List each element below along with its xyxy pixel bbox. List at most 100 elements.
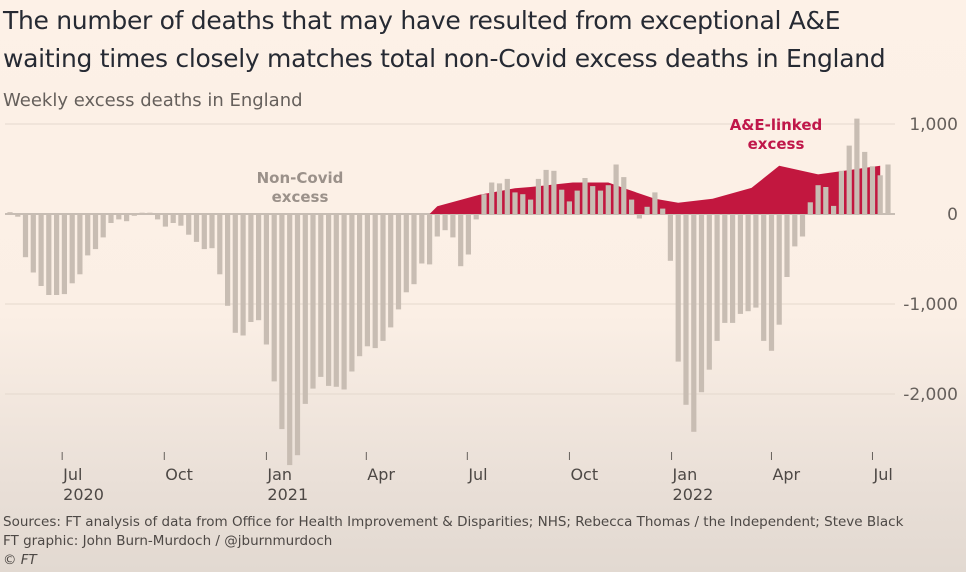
bar	[364, 214, 370, 347]
bar	[193, 214, 200, 242]
bar	[745, 214, 751, 312]
bar	[885, 164, 891, 214]
bar	[256, 214, 262, 321]
bar	[427, 214, 433, 265]
bar	[46, 214, 52, 295]
bar	[629, 199, 635, 214]
bar	[730, 214, 736, 323]
bar	[621, 177, 627, 214]
bar	[186, 214, 192, 235]
y-tick-label: 0	[947, 205, 958, 225]
x-tick-label: Jul	[62, 465, 82, 484]
bar	[520, 194, 526, 214]
bar	[691, 214, 697, 432]
bar	[815, 185, 821, 214]
bar	[504, 178, 510, 214]
bar	[838, 170, 844, 214]
bar	[528, 199, 534, 214]
bar	[551, 170, 557, 214]
bar	[605, 185, 611, 214]
y-tick-label: 1,000	[909, 115, 958, 135]
x-tick-year: 2021	[267, 485, 308, 504]
bar	[559, 189, 565, 214]
bar	[326, 214, 332, 386]
bar	[660, 208, 666, 214]
bar	[372, 214, 378, 349]
x-tick-label: Apr	[772, 465, 800, 484]
bar	[147, 212, 153, 214]
bar	[302, 214, 308, 404]
bar	[38, 214, 44, 286]
bar	[349, 214, 355, 372]
bar	[108, 214, 114, 223]
bar	[481, 194, 487, 214]
x-tick-label: Oct	[165, 465, 193, 484]
bar	[465, 214, 471, 255]
bar	[209, 214, 215, 249]
bar	[714, 214, 720, 341]
bar	[92, 214, 99, 250]
bar	[294, 214, 301, 456]
bar	[287, 214, 293, 466]
bar	[85, 214, 91, 256]
bar	[582, 178, 588, 214]
bar	[489, 182, 495, 214]
bar	[61, 214, 67, 295]
bar	[862, 151, 868, 214]
bar	[776, 214, 782, 325]
bar	[667, 214, 673, 261]
bar	[613, 164, 619, 214]
bar	[54, 214, 60, 295]
bar	[831, 205, 837, 214]
bar	[543, 169, 549, 214]
bar	[411, 214, 417, 285]
bar	[263, 214, 269, 345]
bar	[357, 214, 363, 357]
bar	[722, 214, 728, 323]
bar	[318, 214, 324, 377]
bar	[395, 214, 402, 310]
bar	[248, 214, 254, 322]
bar	[854, 118, 860, 214]
bar	[100, 214, 106, 238]
bar	[434, 214, 440, 237]
x-tick-label: Jul	[872, 465, 892, 484]
bar	[846, 145, 852, 214]
bar	[574, 190, 580, 214]
ae-linked-excess-area	[429, 165, 881, 214]
annotation-label: A&E-linked	[730, 116, 823, 134]
bar	[116, 214, 122, 220]
bar	[310, 214, 316, 389]
bar	[388, 214, 394, 328]
annotation-label: excess	[748, 135, 805, 153]
bar	[799, 214, 806, 237]
bar	[155, 214, 161, 220]
x-tick-label: Jan	[672, 465, 698, 484]
bar	[217, 214, 223, 275]
y-tick-label: -1,000	[903, 295, 958, 315]
sources-note: Sources: FT analysis of data from Office…	[3, 514, 904, 530]
chart-title: The number of deaths that may have resul…	[3, 6, 886, 73]
bar	[737, 214, 743, 314]
bar	[597, 190, 604, 214]
bar	[170, 214, 176, 223]
bar	[178, 214, 184, 226]
x-tick-label: Oct	[570, 465, 598, 484]
bar	[225, 214, 231, 306]
bar	[753, 214, 759, 308]
bar	[652, 192, 658, 214]
bar	[877, 175, 883, 214]
bar	[496, 183, 503, 214]
bar	[512, 192, 518, 214]
bar	[792, 214, 798, 247]
bar	[458, 214, 464, 267]
annotation-label: Non-Covid	[257, 169, 344, 187]
bar	[22, 214, 29, 258]
bar	[30, 214, 36, 273]
bar	[473, 214, 479, 220]
bar	[761, 214, 767, 341]
y-tick-label: -2,000	[903, 385, 958, 405]
bar	[201, 214, 207, 250]
graphic-credit: FT graphic: John Burn-Murdoch / @jburnmu…	[3, 533, 333, 549]
bar	[419, 214, 425, 264]
